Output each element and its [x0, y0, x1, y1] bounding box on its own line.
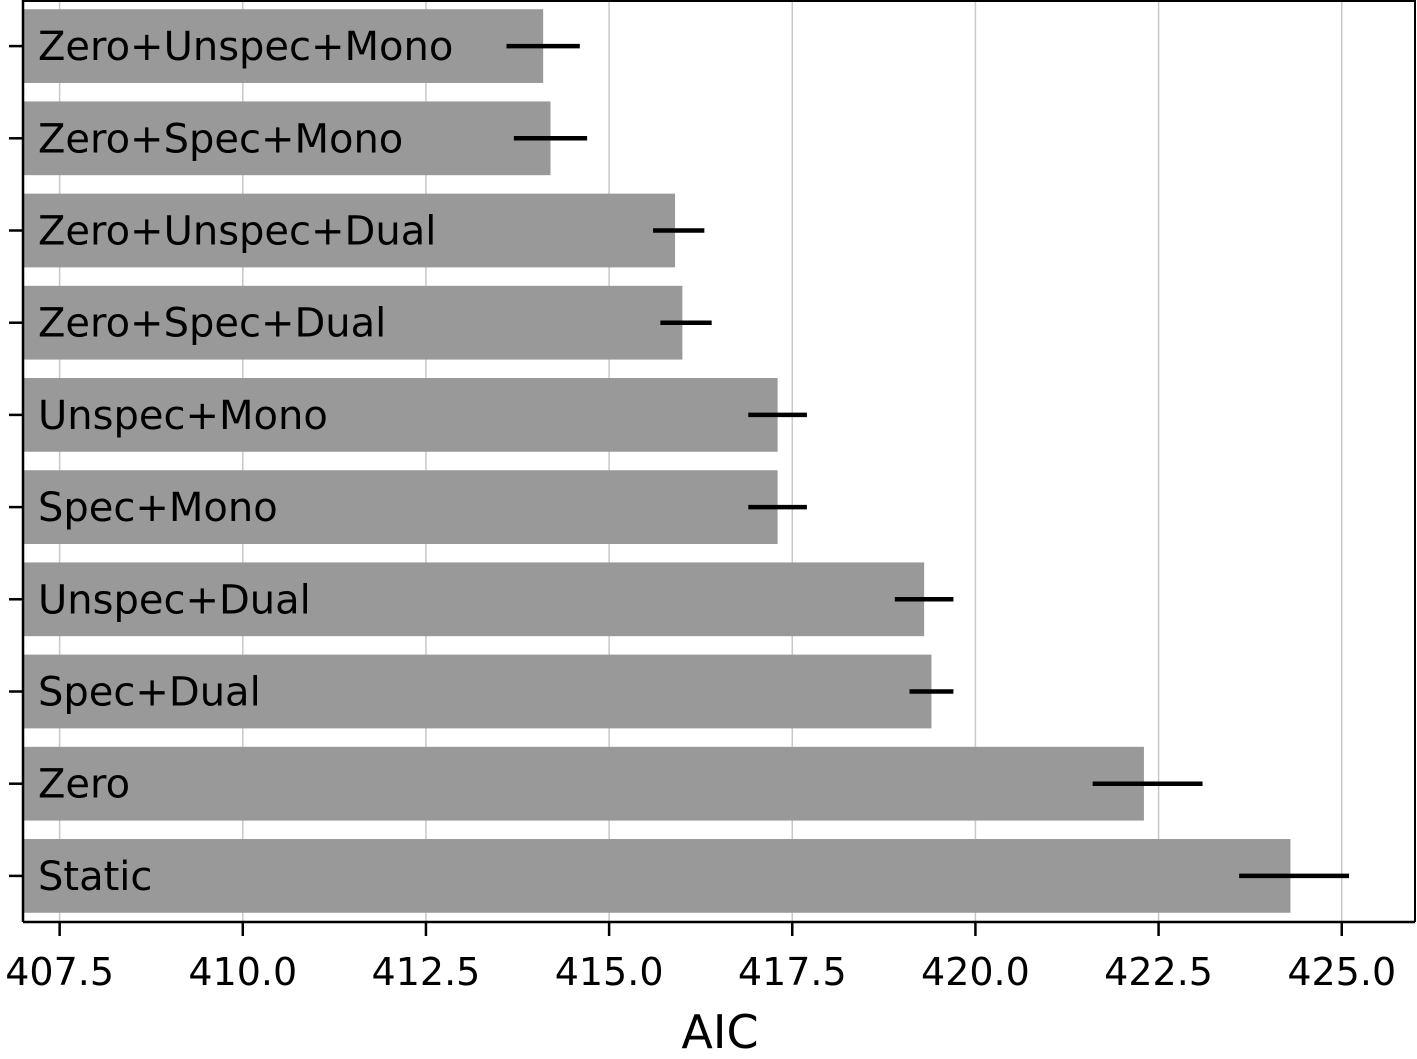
bar [23, 654, 932, 729]
bar [23, 193, 676, 268]
bar [23, 746, 1144, 821]
bar-label: Spec+Dual [38, 670, 261, 716]
bar-label: Spec+Mono [38, 485, 278, 531]
x-tick-label: 407.5 [5, 950, 114, 994]
bar [23, 562, 925, 637]
x-ticks: 407.5 410.0 412.5 415.0 417.5 420.0 422.5 425.0 [5, 922, 1396, 994]
bar-label: Unspec+Dual [38, 577, 311, 623]
bar [23, 101, 551, 176]
bar [23, 470, 778, 544]
bar [23, 285, 683, 360]
bar [23, 378, 778, 452]
bar-label: Zero+Spec+Dual [38, 301, 386, 347]
x-tick-label: 415.0 [555, 950, 664, 994]
x-tick-label: 422.5 [1104, 950, 1213, 994]
bar-label: Zero+Spec+Mono [38, 116, 403, 162]
bar-label: Zero+Unspec+Dual [38, 209, 436, 255]
x-tick-label: 410.0 [188, 950, 297, 994]
error-bars [506, 43, 1350, 879]
x-tick-label: 412.5 [372, 950, 481, 994]
bar-label: Unspec+Mono [38, 393, 328, 439]
bars [23, 9, 1291, 913]
bar-label: Zero+Unspec+Mono [38, 24, 453, 70]
bar-labels: Zero+Unspec+Mono Zero+Spec+Mono Zero+Unspe… [38, 24, 453, 900]
x-tick-label: 417.5 [738, 950, 847, 994]
bar-label: Static [38, 854, 152, 900]
y-ticks [9, 44, 23, 878]
x-tick-label: 425.0 [1287, 950, 1396, 994]
axes [21, 0, 1416, 924]
bar [23, 9, 544, 83]
x-axis-title: AIC [681, 1005, 758, 1059]
x-tick-label: 420.0 [921, 950, 1030, 994]
bar [23, 839, 1291, 913]
bar-label: Zero [38, 762, 130, 808]
